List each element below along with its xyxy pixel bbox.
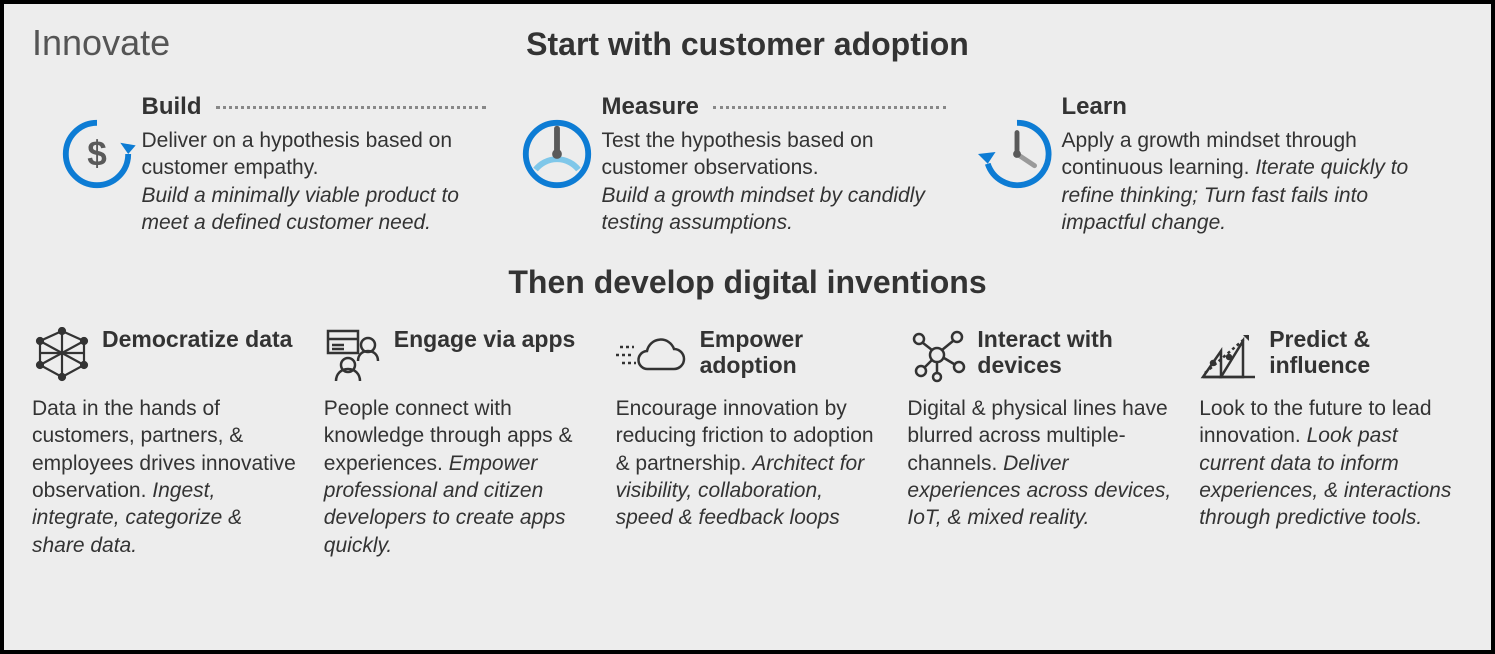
adoption-steps-row: $ Build Deliver on a hypothesis based on… [58,93,1438,236]
connector-dots [216,106,486,109]
invention-democratize: Democratize data Data in the hands of cu… [32,327,296,559]
gauge-icon [518,93,602,193]
step-measure-body: Test the hypothesis based on customer ob… [602,127,958,236]
invention-empower-body: Encourage innovation by reducing frictio… [616,395,880,531]
step-measure-text: Test the hypothesis based on customer ob… [602,129,874,179]
invention-empower: Empower adoption Encourage innovation by… [616,327,880,559]
step-learn-body: Apply a growth mindset through continuou… [1062,127,1418,236]
network-cube-icon [32,327,92,383]
hub-nodes-icon [907,327,967,383]
dollar-cycle-icon: $ [58,93,142,193]
section1-title: Start with customer adoption [28,26,1467,63]
invention-interact-body: Digital & physical lines have blurred ac… [907,395,1171,531]
invention-predict-body: Look to the future to lead innovation. L… [1199,395,1463,531]
innovate-frame: Innovate Start with customer adoption $ … [0,0,1495,654]
chart-trend-icon [1199,327,1259,383]
section2-title: Then develop digital inventions [28,264,1467,301]
step-measure: Measure Test the hypothesis based on cus… [518,93,978,236]
step-measure-title: Measure [602,93,699,121]
step-build-italic: Build a minimally viable product to meet… [142,184,459,234]
clock-back-icon [978,93,1062,193]
invention-democratize-title: Democratize data [102,327,292,353]
invention-interact-title: Interact with devices [977,327,1171,379]
invention-engage-title: Engage via apps [394,327,576,353]
page-label: Innovate [32,22,170,64]
inventions-row: Democratize data Data in the hands of cu… [32,327,1463,559]
step-learn-title: Learn [1062,93,1127,121]
svg-text:$: $ [87,135,107,174]
step-build: $ Build Deliver on a hypothesis based on… [58,93,518,236]
apps-people-icon [324,327,384,383]
step-build-title: Build [142,93,202,121]
invention-democratize-body: Data in the hands of customers, partners… [32,395,296,559]
step-build-text: Deliver on a hypothesis based on custome… [142,129,453,179]
step-learn: Learn Apply a growth mindset through con… [978,93,1438,236]
connector-dots [713,106,946,109]
step-build-body: Deliver on a hypothesis based on custome… [142,127,498,236]
invention-empower-title: Empower adoption [700,327,880,379]
cloud-motion-icon [616,327,690,383]
invention-engage: Engage via apps People connect with know… [324,327,588,559]
invention-interact: Interact with devices Digital & physical… [907,327,1171,559]
step-measure-italic: Build a growth mindset by candidly testi… [602,184,925,234]
invention-predict: Predict & influence Look to the future t… [1199,327,1463,559]
invention-predict-title: Predict & influence [1269,327,1463,379]
invention-engage-body: People connect with knowledge through ap… [324,395,588,559]
